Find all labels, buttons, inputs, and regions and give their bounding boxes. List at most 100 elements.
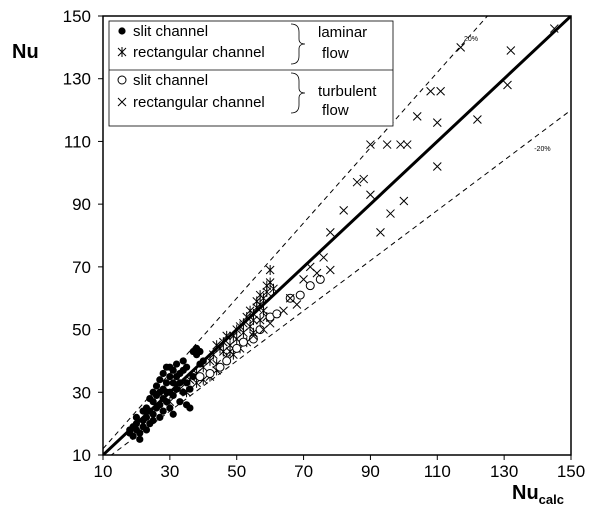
point-s2-12 <box>305 281 315 291</box>
legend-label-3: rectangular channel <box>133 94 265 111</box>
point-s3-31 <box>506 46 516 55</box>
point-s0-63 <box>149 388 157 396</box>
point-s2-11 <box>295 290 305 300</box>
x-tick-label-5: 110 <box>424 462 451 481</box>
point-s2-9 <box>272 309 282 319</box>
legend-marker-2 <box>117 75 127 85</box>
point-s3-20 <box>396 140 405 149</box>
point-s0-35 <box>166 404 174 412</box>
point-s2-3 <box>222 356 232 366</box>
point-s2-5 <box>238 337 248 347</box>
y-tick-label-5: 110 <box>64 132 91 151</box>
point-s0-34 <box>166 373 174 381</box>
point-s0-24 <box>156 413 164 421</box>
point-s0-11 <box>142 426 151 434</box>
point-s3-22 <box>402 140 412 149</box>
point-s0-29 <box>159 369 167 378</box>
y-tick-label-6: 130 <box>63 70 91 89</box>
point-s0-21 <box>152 382 161 390</box>
point-s0-60 <box>199 357 207 365</box>
x-tick-label-7: 150 <box>557 462 585 481</box>
point-s2-13 <box>315 274 325 284</box>
point-s3-9 <box>319 253 328 262</box>
point-s2-0 <box>195 372 205 382</box>
point-s3-16 <box>366 140 375 149</box>
legend-marker-3 <box>117 97 127 107</box>
x-axis-label: Nucalc <box>512 482 564 507</box>
point-s2-2 <box>215 362 225 372</box>
axis-ticks: 20% -20% 10 30 50 70 90 110 130 150 10 30 50 70 90 110 1… <box>63 7 586 481</box>
legend-marker-0 <box>118 27 126 35</box>
point-s0-37 <box>169 379 177 387</box>
point-s0-5 <box>132 420 141 428</box>
point-s3-14 <box>359 174 369 184</box>
point-s0-38 <box>169 391 177 400</box>
y-tick-label-1: 30 <box>72 383 91 402</box>
x-tick-label-4: 90 <box>361 462 380 481</box>
legend-label-1: rectangular channel <box>133 44 265 61</box>
point-s1-0 <box>165 396 175 407</box>
y-tick-label-3: 70 <box>72 258 91 277</box>
point-s1-1 <box>175 384 185 395</box>
point-s3-30 <box>503 80 512 90</box>
point-s3-8 <box>312 268 322 278</box>
point-s3-18 <box>382 140 392 149</box>
point-s3-13 <box>352 177 362 187</box>
x-tick-label-0: 10 <box>94 462 113 481</box>
point-s3-0 <box>249 331 258 341</box>
point-s3-21 <box>399 196 409 206</box>
point-s1-39 <box>255 315 265 326</box>
point-s2-4 <box>232 343 242 353</box>
point-s3-10 <box>325 265 335 275</box>
point-s3-28 <box>456 43 466 52</box>
point-s3-27 <box>436 86 445 96</box>
point-s0-47 <box>179 357 187 365</box>
point-s3-32 <box>549 24 559 33</box>
legend-label-2: slit channel <box>133 72 208 89</box>
y-tick-label-7: 150 <box>63 7 91 26</box>
point-s0-62 <box>162 388 171 396</box>
y-tick-label-0: 10 <box>72 446 91 465</box>
point-s0-18 <box>149 416 157 425</box>
point-s0-31 <box>162 398 171 406</box>
x-tick-label-3: 70 <box>294 462 313 481</box>
point-s3-2 <box>265 318 275 328</box>
legend-marker-1 <box>117 47 127 57</box>
band-label-2: -20% <box>534 146 550 153</box>
legend-label-0: slit channel <box>133 23 208 40</box>
legend-group-laminar-line1: laminar <box>318 24 367 41</box>
point-s3-19 <box>386 209 395 218</box>
point-s3-12 <box>339 206 349 215</box>
point-s0-7 <box>136 435 144 443</box>
legend-brace-turbulent <box>290 72 306 114</box>
data-points <box>126 24 559 443</box>
point-s1-36 <box>265 264 275 275</box>
point-s1-2 <box>182 387 191 398</box>
legend-group-laminar-line2: flow <box>322 45 349 62</box>
point-s3-23 <box>412 111 422 121</box>
point-s3-24 <box>426 86 435 96</box>
y-tick-label-4: 90 <box>72 195 91 214</box>
point-s0-30 <box>162 379 171 387</box>
legend-box <box>108 20 394 127</box>
x-tick-label-1: 30 <box>160 462 179 481</box>
point-s1-45 <box>218 346 228 357</box>
point-s1-34 <box>262 286 272 297</box>
band-label-1: 20% <box>464 36 478 43</box>
point-s2-1 <box>205 368 215 378</box>
point-s3-25 <box>432 162 442 171</box>
point-s1-13 <box>222 330 232 341</box>
point-s0-25 <box>156 376 164 384</box>
point-s0-28 <box>159 407 167 415</box>
point-s3-26 <box>432 118 442 127</box>
y-tick-label-2: 50 <box>72 321 91 340</box>
point-s1-37 <box>269 283 278 294</box>
point-s0-22 <box>156 401 164 409</box>
point-s0-43 <box>172 360 181 368</box>
point-s3-3 <box>279 306 288 316</box>
point-s3-11 <box>325 228 335 237</box>
point-s0-64 <box>139 407 147 415</box>
point-s0-58 <box>196 347 204 356</box>
point-s1-26 <box>249 315 258 326</box>
